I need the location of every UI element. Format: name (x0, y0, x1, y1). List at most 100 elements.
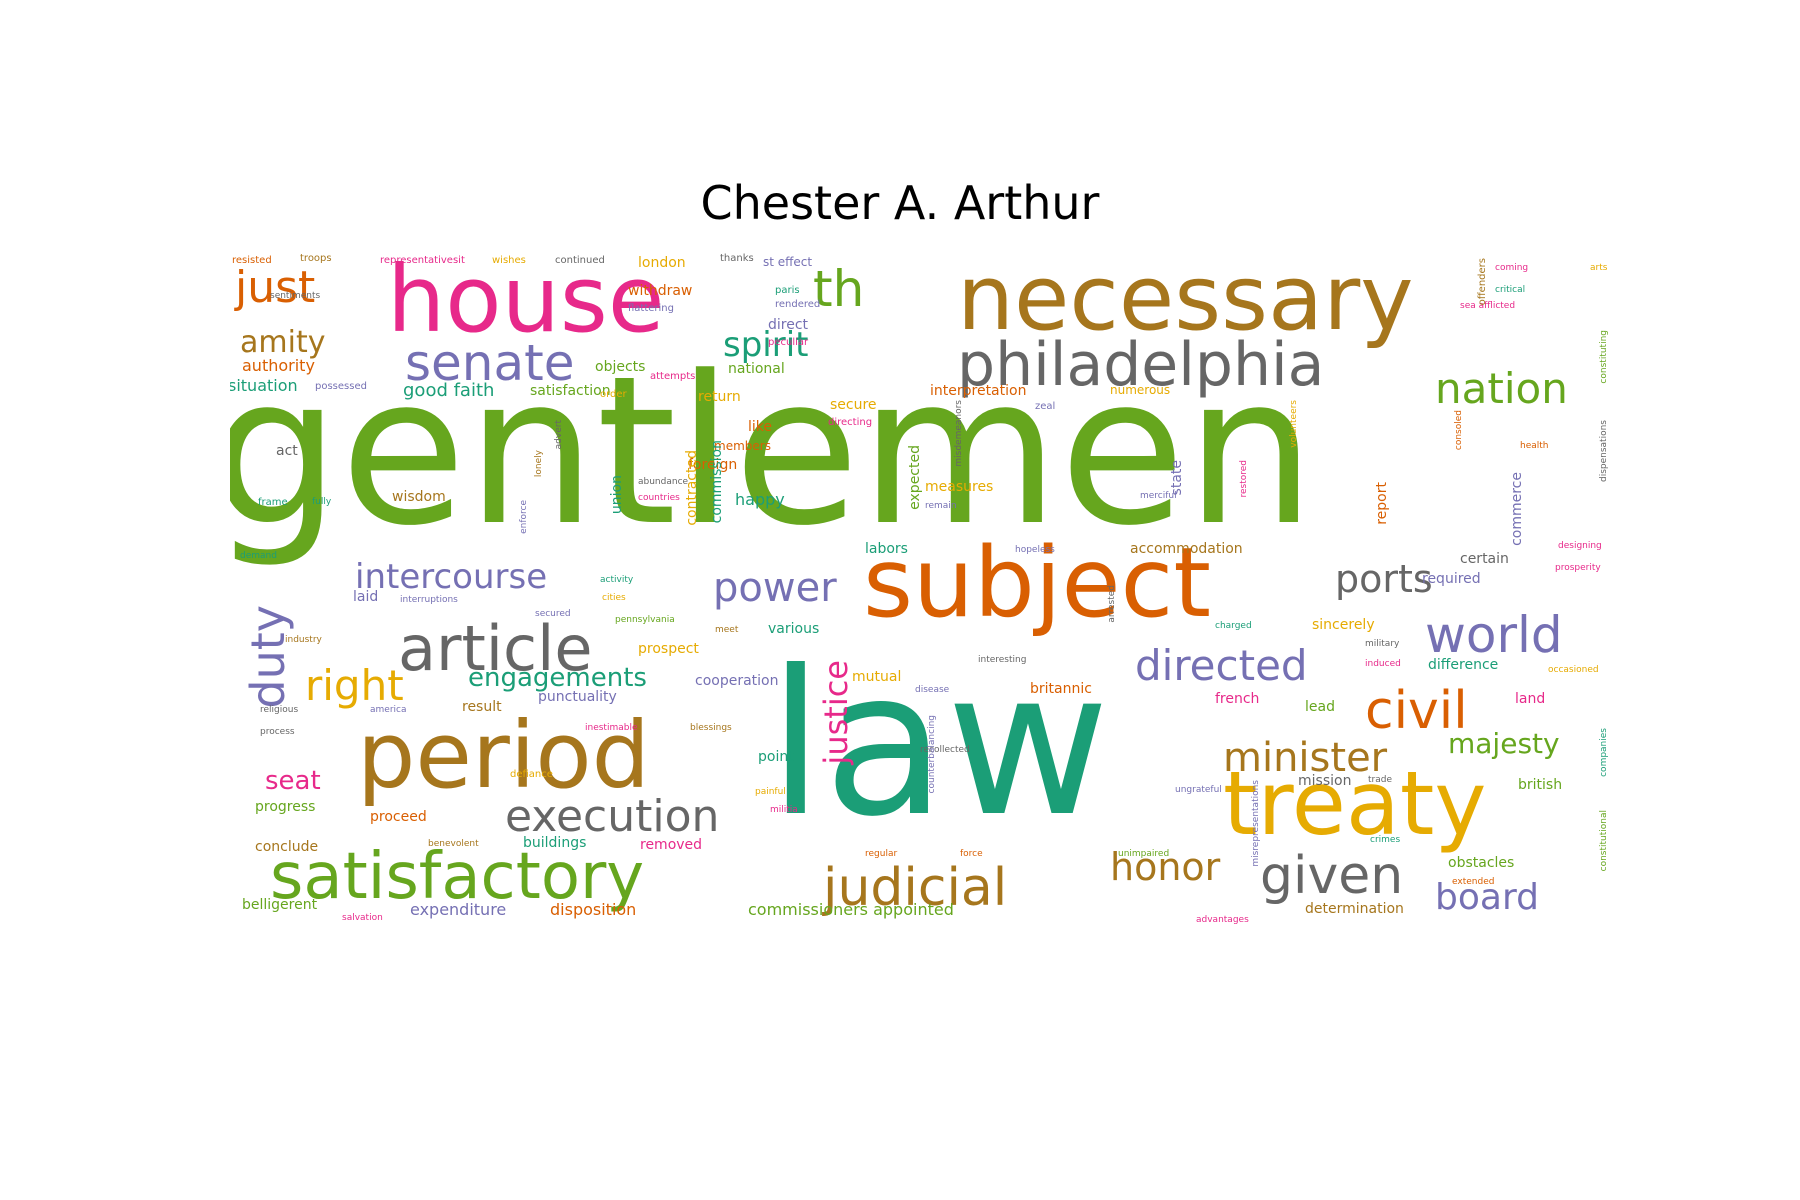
word: salvation (342, 913, 383, 923)
word: consoled (1454, 410, 1464, 451)
word: critical (1495, 285, 1526, 295)
word-right: right (305, 661, 404, 710)
word-given: given (1260, 846, 1404, 906)
word: force (960, 849, 983, 859)
word-majesty: majesty (1448, 727, 1560, 760)
word: pennsylvania (615, 615, 675, 625)
word: like (748, 419, 773, 435)
word: lonely (534, 450, 544, 478)
word: satisfaction (530, 383, 611, 399)
word: attempts (650, 371, 696, 382)
word: certain (1460, 551, 1509, 567)
word: commission (709, 440, 725, 524)
word: benevolent (428, 839, 479, 849)
word: cooperation (695, 673, 779, 689)
word: representativesit (380, 255, 465, 266)
word: activity (600, 575, 634, 585)
word: accommodation (1130, 541, 1243, 557)
word: sea afflicted (1460, 301, 1516, 311)
word-board: board (1435, 877, 1539, 918)
word: companies (1599, 728, 1609, 777)
word: flattering (628, 303, 674, 314)
word: recollected (920, 745, 970, 755)
word: misdemeanors (954, 400, 964, 467)
word: cities (602, 593, 626, 603)
word: military (1365, 639, 1400, 649)
word: extended (1452, 877, 1495, 887)
word-philadelphia: philadelphia (957, 330, 1325, 400)
word: misrepresentations (1251, 780, 1261, 867)
word: result (462, 699, 502, 715)
word: troops (300, 253, 332, 264)
word-just: just (235, 262, 316, 313)
word: contracted (684, 450, 700, 526)
word: expenditure (410, 900, 507, 919)
word: constituting (1599, 330, 1609, 384)
word: countries (638, 493, 680, 503)
word: london (638, 255, 686, 271)
word: lead (1305, 699, 1335, 715)
word: inestimable (585, 723, 638, 733)
word: counterbalancing (927, 715, 937, 794)
word-world: world (1425, 606, 1563, 664)
word: withdraw (628, 283, 693, 299)
word: rendered (775, 299, 821, 310)
word: prosperity (1555, 563, 1601, 573)
word: painful (755, 787, 786, 797)
word-duty: duty (241, 605, 295, 709)
word: secured (535, 609, 571, 619)
word: progress (255, 799, 316, 815)
word: volunteers (1289, 400, 1299, 448)
word: interesting (978, 655, 1027, 665)
word: possessed (315, 381, 367, 392)
word: occasioned (1548, 665, 1599, 675)
word-execution: execution (505, 791, 720, 842)
word: direct (768, 317, 809, 333)
word-gentlemen: gentlemen (230, 333, 1316, 571)
word: advantages (1196, 915, 1249, 925)
word: merciful (1140, 491, 1177, 501)
word-seat: seat (265, 766, 321, 796)
word: belligerent (242, 897, 318, 913)
word-subject: subject (863, 527, 1211, 639)
word: commissioners appointed (748, 900, 954, 919)
word: coming (1495, 263, 1529, 273)
word: zeal (1035, 401, 1056, 412)
word-senate: senate (405, 334, 575, 392)
word: situation (230, 376, 298, 395)
word: trade (1368, 775, 1392, 785)
word: designing (1558, 541, 1602, 551)
word: induced (1365, 659, 1401, 669)
word: wishes (492, 255, 526, 266)
word: expected (907, 445, 923, 510)
word: sincerely (1312, 617, 1375, 633)
word: crimes (1370, 835, 1401, 845)
word-spirit: spirit (723, 325, 809, 365)
word: removed (640, 837, 703, 853)
word: paris (775, 285, 800, 296)
word: measures (925, 479, 994, 495)
word: directing (828, 417, 873, 428)
word: secure (830, 397, 877, 413)
word: meet (715, 625, 739, 635)
word: disposition (550, 900, 637, 919)
word: hopeless (1015, 545, 1055, 555)
word: religious (260, 705, 299, 715)
word: britannic (1030, 681, 1092, 697)
word: good faith (403, 380, 495, 401)
word: abundance (638, 477, 689, 487)
word: order (600, 389, 627, 400)
word: foreign (688, 457, 738, 473)
word: health (1520, 441, 1549, 451)
word-necessary: necessary (957, 250, 1414, 351)
word: constitutional (1599, 810, 1609, 872)
word: process (260, 727, 295, 737)
word-treaty: treaty (1223, 752, 1487, 855)
word-power: power (713, 565, 837, 611)
word: arts (1590, 263, 1608, 273)
word: point (758, 749, 794, 765)
word-judicial: judicial (823, 858, 1008, 918)
word: happy (735, 490, 785, 509)
word: conclude (255, 839, 319, 855)
word-cloud: gentlemen law necessary house subject tr… (230, 250, 1620, 950)
